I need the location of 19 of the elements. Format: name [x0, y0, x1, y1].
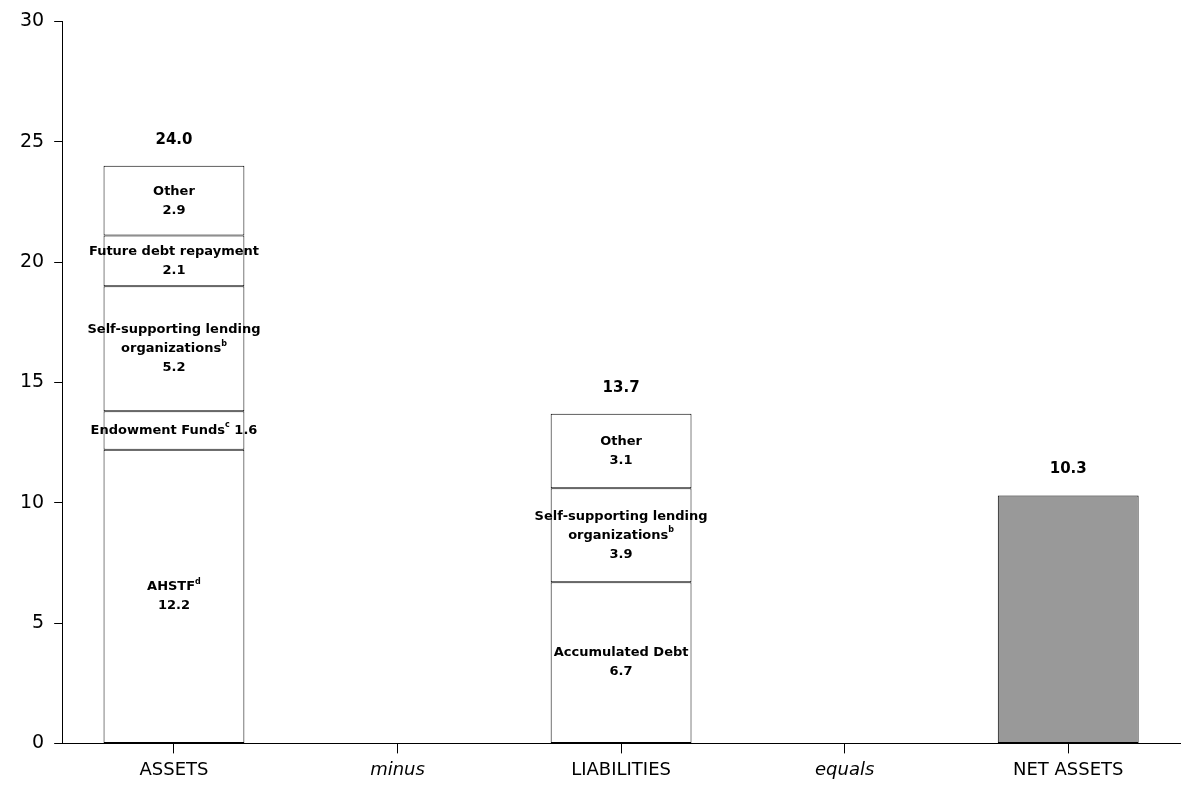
y-tick-label: 25 — [19, 128, 45, 151]
y-tick-label: 10 — [19, 489, 45, 512]
y-tick-label: 20 — [19, 249, 45, 271]
y-tick-label: 15 — [19, 369, 45, 392]
total-label: 24.0 — [155, 129, 193, 148]
y-tick-label: 0 — [32, 730, 45, 753]
data-label: Accumulated Debt 6.7 — [553, 644, 689, 679]
x-tick-label: LIABILITIES — [571, 757, 671, 779]
y-tick-label: 30 — [19, 8, 45, 31]
data-label: Other 3.1 — [600, 432, 643, 467]
x-tick-label: minus — [370, 757, 425, 779]
x-tick-label: ASSETS — [139, 757, 209, 779]
x-tick-label: NET ASSETS — [1012, 757, 1124, 779]
data-label: Other 2.9 — [153, 182, 196, 217]
data-label: Future debt repayment 2.1 — [88, 242, 260, 277]
x-tick-label: equals — [814, 757, 875, 779]
total-label: 10.3 — [1049, 459, 1087, 478]
y-tick-label: 5 — [32, 610, 45, 632]
total-label: 13.7 — [602, 377, 640, 396]
